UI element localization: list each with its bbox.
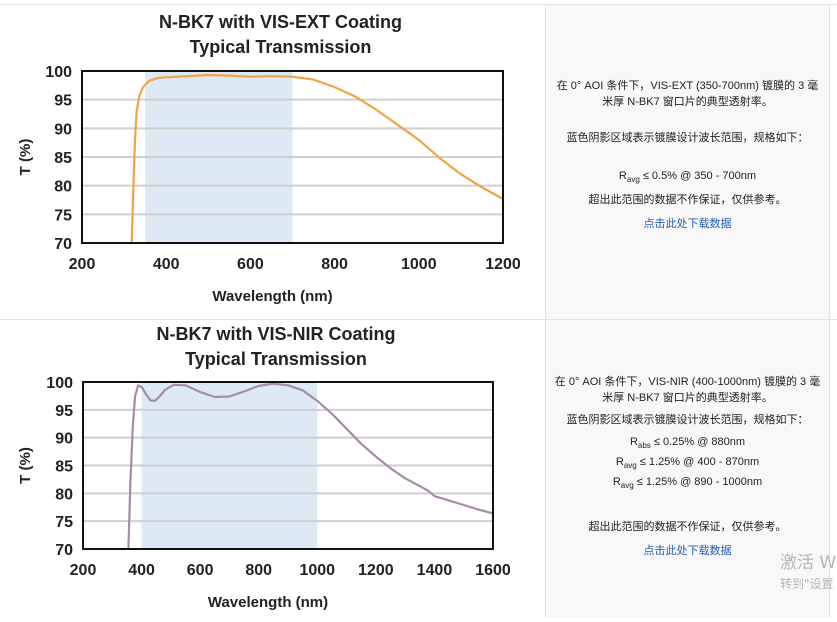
shading-note: 蓝色阴影区域表示镀膜设计波长范围，规格如下： [566, 132, 809, 144]
chart-subtitle: Typical Transmission [185, 349, 367, 369]
info-cell: 在 0° AOI 条件下，VIS-EXT (350-700nm) 镀膜的 3 毫… [545, 5, 830, 319]
description: 在 0° AOI 条件下，VIS-EXT (350-700nm) 镀膜的 3 毫… [556, 80, 819, 108]
x-axis-label: Wavelength (nm) [212, 288, 332, 305]
x-tick-label: 600 [187, 562, 214, 579]
spec-text: ≤ 0.25% @ 880nm [653, 436, 746, 448]
spec-subscript: avg [626, 175, 640, 185]
x-tick-label: 800 [245, 562, 272, 579]
y-axis-label: T (%) [17, 139, 34, 176]
y-tick-label: 95 [54, 93, 72, 110]
x-tick-label: 600 [237, 256, 264, 273]
spec-symbol: R [615, 456, 624, 469]
chart-subtitle: Typical Transmission [190, 37, 372, 57]
spec-line: Ravg ≤ 1.25% @ 890 - 1000nm [546, 474, 829, 494]
transmission-curve [130, 73, 504, 244]
x-tick-label: 1200 [358, 562, 394, 579]
spec-text: ≤ 1.25% @ 890 - 1000nm [636, 476, 763, 489]
y-tick-label: 70 [54, 236, 72, 253]
y-tick-label: 75 [55, 514, 73, 531]
x-tick-label: 400 [153, 256, 180, 273]
spec-symbol: R [618, 170, 627, 182]
chart-title: N-BK7 with VIS-NIR Coating [157, 324, 396, 344]
y-tick-label: 90 [54, 121, 72, 138]
chart-vis-ext: N-BK7 with VIS-EXT Coating Typical Transm… [17, 12, 521, 305]
chart-vis-nir: N-BK7 with VIS-NIR Coating Typical Transm… [17, 324, 511, 611]
y-tick-label: 100 [46, 375, 73, 392]
x-tick-label: 1000 [299, 562, 335, 579]
activation-watermark-subtitle: 转到"设置 [780, 577, 834, 591]
spec-symbol: R [612, 476, 621, 489]
y-tick-label: 75 [54, 207, 72, 224]
activation-watermark-title: 激活 W [780, 553, 837, 573]
x-tick-label: 1000 [401, 256, 437, 273]
y-tick-label: 70 [55, 542, 73, 559]
spec-line: Ravg ≤ 1.25% @ 400 - 870nm [546, 454, 829, 474]
y-tick-label: 85 [55, 459, 73, 476]
chart-cell: N-BK7 with VIS-NIR Coating Typical Transm… [0, 320, 545, 617]
info-cell: 在 0° AOI 条件下，VIS-NIR (400-1000nm) 镀膜的 3 … [545, 320, 830, 617]
table-row: N-BK7 with VIS-EXT Coating Typical Transm… [0, 4, 837, 319]
spec-text: ≤ 1.25% @ 400 - 870nm [639, 456, 760, 469]
y-tick-label: 95 [55, 403, 73, 420]
disclaimer: 超出此范围的数据不作保证，仅供参考。 [588, 520, 787, 533]
y-tick-label: 80 [54, 179, 72, 196]
y-tick-label: 100 [45, 64, 72, 81]
x-tick-label: 1400 [417, 562, 453, 579]
table-row: N-BK7 with VIS-NIR Coating Typical Transm… [0, 319, 837, 617]
download-data-link[interactable]: 点击此处下载数据 [643, 544, 732, 557]
x-tick-label: 1200 [485, 256, 521, 273]
spec-line: Rabs ≤ 0.25% @ 880nm [546, 434, 829, 454]
spec-text: ≤ 0.5% @ 350 - 700nm [642, 170, 757, 182]
shading-note: 蓝色阴影区域表示镀膜设计波长范围，规格如下： [566, 414, 809, 426]
spec-list: Rabs ≤ 0.25% @ 880nm Ravg ≤ 1.25% @ 400 … [546, 434, 829, 495]
transmission-curve [127, 382, 494, 550]
y-tick-label: 90 [55, 431, 73, 448]
chart-cell: N-BK7 with VIS-EXT Coating Typical Transm… [0, 5, 545, 319]
description: 在 0° AOI 条件下，VIS-NIR (400-1000nm) 镀膜的 3 … [554, 376, 821, 404]
spec-line: Ravg ≤ 0.5% @ 350 - 700nm [546, 168, 829, 188]
x-tick-label: 800 [321, 256, 348, 273]
spec-symbol: R [629, 436, 638, 448]
spec-list: Ravg ≤ 0.5% @ 350 - 700nm [546, 168, 829, 188]
y-tick-label: 85 [54, 150, 72, 167]
disclaimer: 超出此范围的数据不作保证，仅供参考。 [588, 194, 787, 207]
plot-frame [82, 381, 494, 550]
x-axis-label: Wavelength (nm) [208, 594, 328, 611]
y-tick-label: 80 [55, 486, 73, 503]
download-data-link[interactable]: 点击此处下载数据 [643, 218, 732, 231]
y-axis-label: T (%) [17, 447, 34, 484]
plot-frame [81, 70, 504, 244]
spec-subscript: avg [623, 461, 637, 471]
x-tick-label: 200 [70, 562, 97, 579]
spec-subscript: avg [620, 481, 634, 491]
x-tick-label: 200 [69, 256, 96, 273]
x-tick-label: 400 [128, 562, 155, 579]
spec-subscript: abs [637, 441, 651, 451]
chart-title: N-BK7 with VIS-EXT Coating [159, 12, 402, 32]
x-tick-label: 1600 [475, 562, 511, 579]
